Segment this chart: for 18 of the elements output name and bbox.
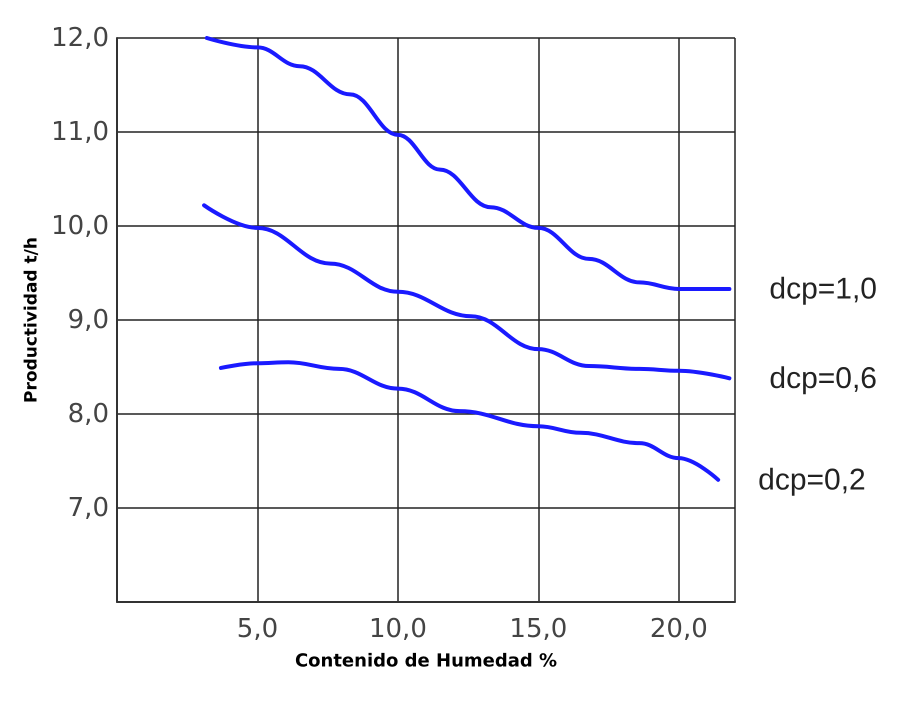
- x-tick-label: 5,0: [236, 614, 278, 644]
- series-label: dcp=0,2: [758, 463, 866, 496]
- x-tick-label: 20,0: [650, 614, 708, 644]
- line-series: [218, 360, 720, 482]
- y-tick-label: 12,0: [51, 23, 109, 53]
- line-series: [204, 36, 732, 291]
- y-tick-label: 8,0: [68, 399, 109, 429]
- x-tick-label: 15,0: [509, 614, 568, 644]
- series-label: dcp=0,6: [769, 362, 877, 395]
- line-series: [202, 203, 732, 380]
- y-axis-title: Productividad t/h: [22, 237, 42, 403]
- y-tick-label: 11,0: [51, 117, 109, 147]
- y-tick-label: 10,0: [51, 211, 109, 241]
- y-tick-label: 9,0: [68, 305, 109, 335]
- x-tick-label: 10,0: [368, 614, 427, 644]
- series-label: dcp=1,0: [769, 272, 877, 306]
- y-tick-label: 7,0: [68, 493, 109, 523]
- x-axis-title: Contenido de Humedad %: [294, 650, 558, 672]
